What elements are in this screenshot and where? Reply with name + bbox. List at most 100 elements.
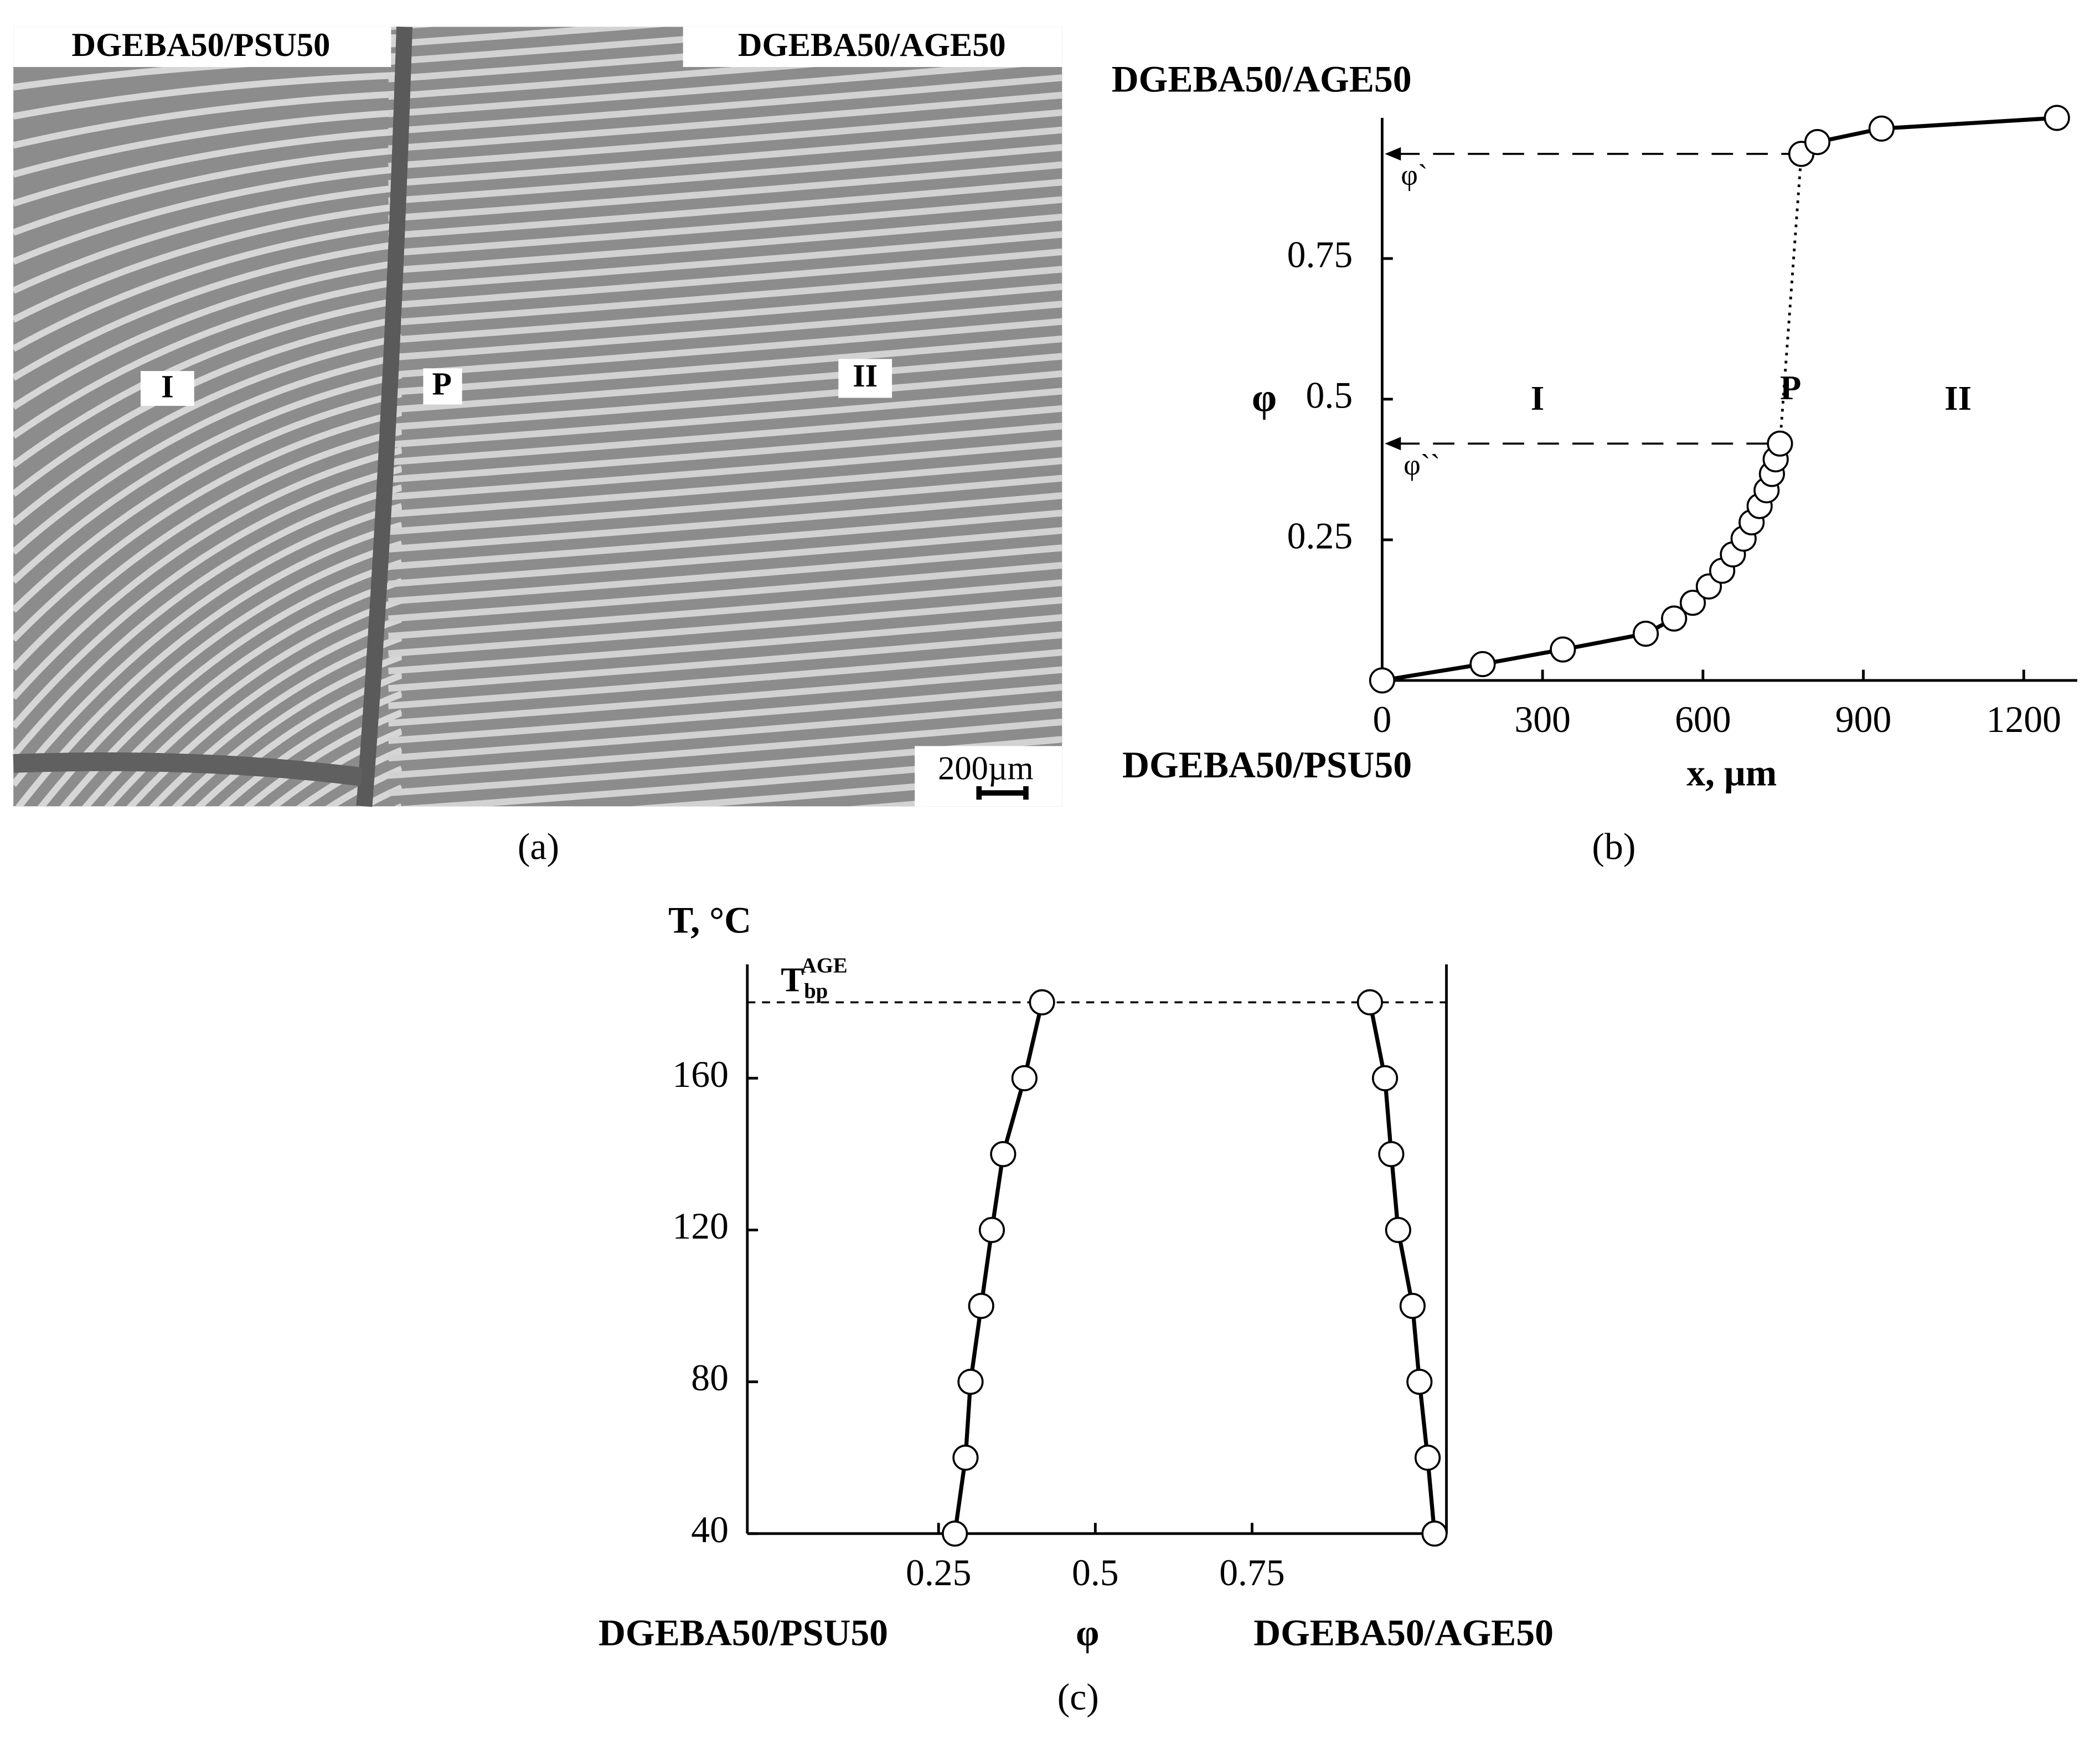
region-label: P <box>432 365 452 401</box>
y-label: φ <box>1252 375 1277 420</box>
scale-label: 200µm <box>938 750 1034 787</box>
x-tick-label: 0.5 <box>1072 1552 1119 1593</box>
y-tick-label: 0.5 <box>1306 374 1353 416</box>
fringe <box>388 457 1062 518</box>
fringe <box>13 844 402 1308</box>
y-tick-label: 0.75 <box>1287 234 1353 275</box>
fringe <box>13 372 402 584</box>
point <box>968 1292 994 1319</box>
x-tick-label: 0 <box>1373 699 1391 740</box>
fringe <box>325 766 402 807</box>
fringe <box>388 649 1062 709</box>
fringe <box>388 405 1062 466</box>
y-label: T, °C <box>668 900 751 941</box>
fringe <box>13 353 402 555</box>
fringe <box>388 196 1062 257</box>
point <box>1632 620 1659 647</box>
dark-band <box>13 752 363 786</box>
label-box <box>13 27 391 67</box>
fringe <box>388 248 1062 309</box>
fringe <box>388 492 1062 553</box>
point <box>990 1141 1017 1168</box>
point <box>1469 651 1496 678</box>
fringe <box>13 128 402 207</box>
fringe <box>13 259 402 410</box>
x-tick-label: 0.75 <box>1219 1552 1285 1593</box>
label: DGEBA50/AGE50 <box>738 27 1006 64</box>
scale-box <box>915 746 1062 807</box>
fringe <box>13 863 402 1337</box>
fringe <box>104 597 402 807</box>
fringe <box>388 161 1062 222</box>
fringe <box>388 213 1062 274</box>
fringe <box>13 165 402 265</box>
fringe <box>388 27 435 30</box>
point <box>1661 605 1688 632</box>
chart-c: 40 80 120 160 0.25 0.5 0.75 TbpAGE T, °C DGEBA50/… <box>598 900 1554 1718</box>
reference-label-sup: AGE <box>801 954 848 977</box>
label: DGEBA50/PSU50 <box>71 27 330 64</box>
fringe <box>126 615 402 807</box>
y-tick-label: 40 <box>691 1509 729 1550</box>
fringe <box>13 900 402 1395</box>
y-tick-label: 160 <box>672 1054 729 1095</box>
fringe <box>15 522 402 807</box>
fringe <box>388 266 1062 327</box>
point <box>952 1445 979 1471</box>
fringe <box>218 690 402 807</box>
fringe <box>13 221 402 352</box>
y-tick-label: 120 <box>672 1205 729 1247</box>
bottom-label: DGEBA50/PSU50 <box>1122 744 1412 786</box>
point <box>1414 1445 1441 1471</box>
y-tick-label: 0.25 <box>1287 515 1353 556</box>
fringe <box>388 475 1062 535</box>
fringe <box>13 975 402 1512</box>
fringe <box>388 718 1062 779</box>
fringe <box>243 709 402 807</box>
fringe <box>13 1013 402 1570</box>
fringe <box>13 503 402 787</box>
fringe <box>388 527 1062 587</box>
fringe <box>194 672 402 807</box>
fringe <box>13 146 402 236</box>
fringe <box>388 631 1062 692</box>
reference-label: TbpAGE <box>781 954 847 1003</box>
fringe <box>13 71 402 120</box>
fringe <box>13 825 402 1279</box>
fringe <box>388 231 1062 292</box>
fringe <box>269 728 402 807</box>
fringe <box>13 203 402 323</box>
x-tick-label: 900 <box>1835 699 1892 740</box>
point <box>1550 636 1576 663</box>
fringe <box>13 409 402 642</box>
point <box>2044 105 2070 131</box>
label-box <box>423 368 462 405</box>
fringe <box>388 561 1062 622</box>
fringe <box>388 422 1062 483</box>
fringe <box>81 578 402 807</box>
fringe <box>388 91 1062 152</box>
fringe <box>388 301 1062 361</box>
label-box <box>838 359 892 398</box>
right-label: DGEBA50/AGE50 <box>1253 1612 1554 1654</box>
x-tick-label: 300 <box>1514 699 1571 740</box>
fringe <box>13 390 402 613</box>
region-label: II <box>1944 379 1972 417</box>
arrow-head <box>1385 437 1401 451</box>
point <box>1356 989 1383 1015</box>
point <box>978 1216 1005 1244</box>
point <box>942 1520 968 1547</box>
fringe <box>388 370 1062 431</box>
connector <box>1778 153 1803 444</box>
fringe <box>296 747 402 807</box>
fringe <box>388 614 1062 675</box>
fringe <box>172 653 402 807</box>
fringe <box>389 827 1062 880</box>
fringe <box>394 803 402 807</box>
point <box>1406 1369 1433 1395</box>
point <box>1369 667 1395 694</box>
fringe <box>13 994 402 1540</box>
point <box>1421 1520 1448 1547</box>
fringe <box>388 596 1062 657</box>
fringe <box>13 484 402 758</box>
